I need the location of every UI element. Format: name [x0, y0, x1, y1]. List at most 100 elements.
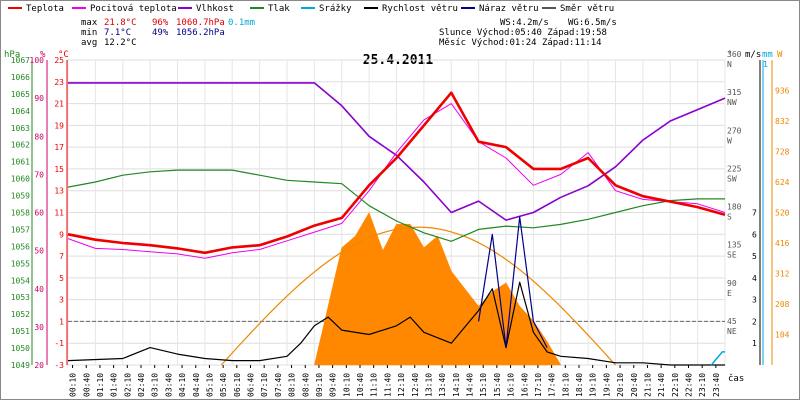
x-tick-label: 21:40: [657, 373, 666, 397]
axis-unit-direction: °: [727, 50, 732, 60]
direction-tick-deg: 90: [727, 279, 737, 288]
legend-label-1: Pocitová teplota: [90, 4, 177, 14]
x-tick-label: 23:40: [712, 373, 721, 397]
x-tick-label: 14:40: [466, 373, 475, 397]
humidity-tick: 80: [34, 132, 44, 141]
temperature-tick: 5: [59, 274, 64, 283]
radiation-tick: 520: [775, 209, 790, 218]
temperature-tick: 19: [54, 121, 64, 130]
pressure-tick: 1066: [11, 73, 30, 82]
direction-tick-dir: N: [727, 60, 732, 69]
x-tick-label: 17:40: [548, 373, 557, 397]
series-line-teplota: [67, 91, 726, 255]
direction-tick-deg: 360: [727, 50, 742, 59]
stat-temp-avg: 12.2°C: [104, 38, 137, 48]
direction-tick-dir: W: [727, 136, 732, 145]
temperature-tick: 9: [59, 230, 64, 239]
x-tick-label: 07:40: [274, 373, 283, 397]
direction-tick-dir: S: [727, 213, 732, 222]
direction-tick-deg: 225: [727, 164, 742, 173]
pressure-tick: 1058: [11, 209, 30, 218]
temperature-tick: 7: [59, 252, 64, 261]
x-axis: 00:10 00:40 01:10 01:40 02:10 02:40 03:10 03:40…: [69, 365, 721, 397]
pressure-tick: 1049: [11, 361, 30, 370]
radiation-tick: 208: [775, 300, 790, 309]
wind-tick: 2: [752, 317, 757, 326]
temperature-tick: -3: [54, 361, 64, 370]
stat-temp-max: 21.8°C: [104, 18, 137, 28]
x-tick-label: 10:10: [342, 373, 351, 397]
x-tick-label: 03:10: [151, 373, 160, 397]
stat-label-avg: avg: [81, 38, 97, 48]
x-tick-label: 13:10: [424, 373, 433, 397]
x-tick-label: 14:10: [452, 373, 461, 397]
radiation-tick: 832: [775, 117, 790, 126]
stat-label-max: max: [81, 18, 98, 28]
wind-tick: 6: [752, 230, 757, 239]
x-tick-label: 20:10: [616, 373, 625, 397]
humidity-tick: 40: [34, 285, 44, 294]
series-line-tlak: [67, 169, 725, 242]
pressure-tick: 1061: [11, 158, 30, 167]
radiation-tick: 104: [775, 331, 790, 340]
x-tick-label: 06:40: [247, 373, 256, 397]
temperature-tick: 25: [54, 56, 64, 65]
stat-hum-min: 49%: [152, 28, 169, 38]
direction-tick-deg: 45: [727, 317, 737, 326]
radiation-tick: 416: [775, 239, 790, 248]
radiation-tick: 312: [775, 270, 790, 279]
x-tick-label: 08:40: [301, 373, 310, 397]
direction-tick-deg: 180: [727, 203, 742, 212]
pressure-tick: 1065: [11, 90, 30, 99]
pressure-tick: 1054: [11, 276, 30, 285]
x-tick-label: 16:10: [507, 373, 516, 397]
direction-tick-deg: 315: [727, 88, 742, 97]
radiation-tick: 728: [775, 148, 790, 157]
pressure-tick: 1062: [11, 141, 30, 150]
direction-tick-deg: 135: [727, 241, 742, 250]
x-tick-label: 01:10: [96, 373, 105, 397]
direction-tick-dir: NE: [727, 327, 737, 336]
humidity-tick: 50: [34, 247, 44, 256]
wind-tick: 5: [752, 252, 757, 261]
x-tick-label: 11:10: [370, 373, 379, 397]
temperature-tick: -1: [54, 339, 64, 348]
x-tick-label: 19:10: [589, 373, 598, 397]
temperature-tick: 11: [54, 209, 64, 218]
pressure-tick: 1050: [11, 344, 30, 353]
x-tick-label: 02:40: [137, 373, 146, 397]
legend-label-3: Tlak: [268, 4, 290, 14]
pressure-tick: 1052: [11, 310, 30, 319]
rain-tick: 1: [763, 60, 768, 69]
x-tick-label: 18:40: [575, 373, 584, 397]
radiation-fill: [314, 211, 562, 366]
direction-tick-dir: NW: [727, 98, 737, 107]
legend-label-2: Vlhkost: [196, 4, 234, 14]
x-tick-label: 21:10: [643, 373, 652, 397]
x-tick-label: 06:10: [233, 373, 242, 397]
x-tick-label: 05:10: [205, 373, 214, 397]
temperature-tick: 17: [54, 143, 64, 152]
plot-area: [67, 82, 726, 366]
humidity-tick: 30: [34, 323, 44, 332]
x-tick-label: 19:40: [602, 373, 611, 397]
legend-label-4: Srážky: [319, 4, 352, 14]
pressure-tick: 1060: [11, 175, 30, 184]
legend-label-0: Teplota: [26, 4, 64, 14]
radiation-area: [220, 211, 616, 366]
axis-unit-humidity: %: [40, 50, 46, 60]
y-axes: hPa% °C1049105010511052105310541055105610…: [4, 50, 790, 370]
legend: Teplota Pocitová teplota Vlhkost Tlak Srážky…: [8, 4, 614, 14]
pressure-tick: 1055: [11, 259, 30, 268]
x-tick-label: 04:40: [192, 373, 201, 397]
wind-tick: 3: [752, 296, 757, 305]
direction-tick-dir: SE: [727, 251, 737, 260]
pressure-tick: 1057: [11, 225, 30, 234]
wind-tick: 7: [752, 209, 757, 218]
x-tick-label: 08:10: [288, 373, 297, 397]
x-tick-label: 00:10: [69, 373, 78, 397]
info-moon: Měsíc Východ:01:24 Západ:11:14: [439, 38, 602, 48]
stats-box: max 21.8°C 96% 1060.7hPa 0.1mm min 7.1°C 49% 105…: [81, 18, 255, 48]
direction-tick-deg: 270: [727, 126, 742, 135]
pressure-tick: 1053: [11, 293, 30, 302]
